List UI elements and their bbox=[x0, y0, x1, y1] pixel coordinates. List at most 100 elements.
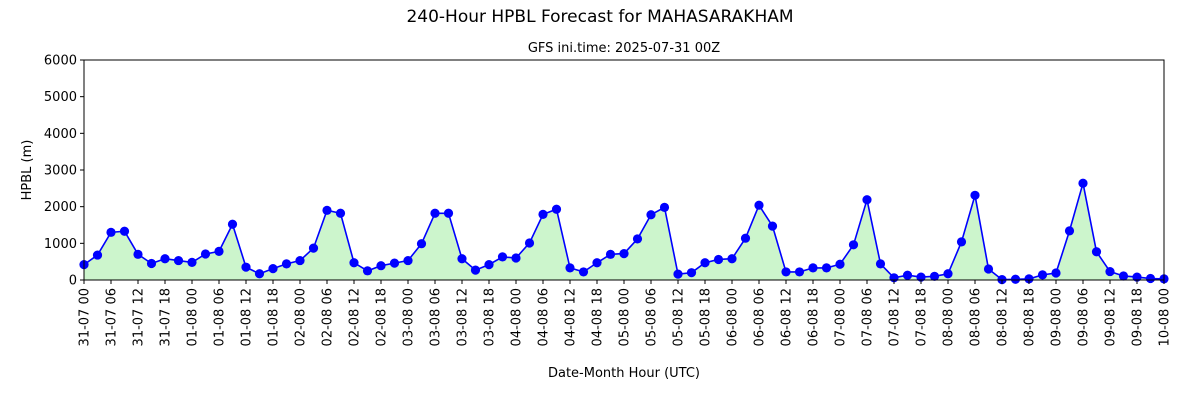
data-point-72 bbox=[1051, 268, 1061, 278]
x-tick-label: 05-08 06 bbox=[645, 288, 660, 346]
data-point-45 bbox=[686, 268, 697, 278]
x-tick-label: 06-08 18 bbox=[807, 288, 822, 346]
x-tick-label: 08-08 18 bbox=[1023, 288, 1038, 346]
x-tick-label: 01-08 06 bbox=[213, 288, 228, 346]
x-tick-label: 06-08 06 bbox=[753, 288, 768, 346]
data-point-32 bbox=[511, 253, 521, 263]
data-point-51 bbox=[767, 221, 778, 231]
y-tick-label: 2000 bbox=[44, 200, 77, 215]
data-point-76 bbox=[1105, 266, 1115, 277]
x-axis-label: Date-Month Hour (UTC) bbox=[548, 366, 700, 381]
data-point-46 bbox=[700, 258, 710, 268]
data-point-1 bbox=[92, 250, 103, 260]
data-point-61 bbox=[902, 270, 913, 280]
x-tick-label: 03-08 00 bbox=[402, 288, 417, 346]
y-tick-label: 4000 bbox=[44, 127, 77, 142]
data-point-15 bbox=[281, 259, 292, 269]
data-point-47 bbox=[713, 254, 724, 265]
x-tick-label: 07-08 12 bbox=[888, 288, 903, 346]
x-tick-label: 10-08 00 bbox=[1158, 288, 1173, 346]
data-point-58 bbox=[862, 195, 872, 205]
data-point-24 bbox=[403, 255, 413, 266]
data-point-9 bbox=[200, 249, 211, 259]
data-point-13 bbox=[254, 269, 265, 279]
data-point-11 bbox=[227, 219, 238, 229]
data-point-73 bbox=[1064, 226, 1075, 236]
data-point-79 bbox=[1145, 273, 1156, 284]
data-point-33 bbox=[524, 238, 535, 248]
data-point-7 bbox=[173, 255, 184, 266]
x-tick-label: 02-08 12 bbox=[348, 288, 363, 346]
data-point-59 bbox=[875, 259, 886, 269]
data-point-52 bbox=[781, 267, 791, 277]
data-point-42 bbox=[646, 210, 656, 220]
x-tick-label: 03-08 12 bbox=[456, 288, 471, 346]
x-tick-label: 31-07 00 bbox=[78, 288, 93, 346]
data-point-30 bbox=[484, 260, 494, 270]
data-point-77 bbox=[1118, 271, 1129, 281]
x-tick-label: 07-08 06 bbox=[861, 288, 876, 346]
x-tick-label: 01-08 00 bbox=[186, 288, 201, 346]
data-point-36 bbox=[565, 263, 575, 273]
x-tick-label: 02-08 00 bbox=[294, 288, 309, 346]
x-tick-label: 03-08 06 bbox=[429, 288, 444, 346]
data-point-12 bbox=[241, 262, 251, 272]
x-tick-label: 09-08 06 bbox=[1077, 288, 1092, 346]
x-tick-label: 05-08 00 bbox=[618, 288, 633, 346]
x-tick-label: 02-08 18 bbox=[375, 288, 390, 346]
x-tick-label: 08-08 00 bbox=[942, 288, 957, 346]
data-point-26 bbox=[430, 208, 440, 218]
x-tick-label: 31-07 06 bbox=[105, 288, 120, 346]
data-point-6 bbox=[160, 254, 170, 264]
x-tick-label: 05-08 18 bbox=[699, 288, 714, 346]
data-point-25 bbox=[416, 239, 427, 249]
data-point-2 bbox=[106, 227, 116, 237]
area-fill bbox=[84, 183, 1164, 280]
data-point-29 bbox=[470, 265, 481, 275]
x-tick-label: 02-08 06 bbox=[321, 288, 336, 346]
x-tick-label: 06-08 12 bbox=[780, 288, 795, 346]
data-point-8 bbox=[187, 257, 197, 267]
x-tick-label: 07-08 18 bbox=[915, 288, 930, 346]
data-point-41 bbox=[632, 234, 643, 244]
data-point-22 bbox=[376, 261, 386, 271]
y-axis: 0 1000 2000 3000 4000 5000 6000 bbox=[44, 54, 84, 289]
data-point-67 bbox=[983, 264, 994, 274]
y-tick-label: 5000 bbox=[44, 90, 77, 105]
data-point-57 bbox=[848, 240, 859, 250]
y-tick-label: 6000 bbox=[44, 54, 77, 69]
y-tick-label: 1000 bbox=[44, 237, 77, 252]
chart-subtitle: GFS ini.time: 2025-07-31 00Z bbox=[528, 41, 720, 56]
data-point-66 bbox=[970, 190, 980, 200]
data-point-27 bbox=[443, 208, 454, 218]
data-point-14 bbox=[268, 264, 278, 274]
data-point-4 bbox=[133, 249, 143, 259]
data-point-54 bbox=[808, 263, 818, 273]
data-point-37 bbox=[578, 267, 589, 277]
data-point-40 bbox=[619, 249, 629, 259]
x-tick-label: 03-08 18 bbox=[483, 288, 498, 346]
data-point-64 bbox=[943, 269, 953, 279]
x-tick-label: 04-08 12 bbox=[564, 288, 579, 346]
data-point-17 bbox=[308, 243, 319, 253]
y-axis-label: HPBL (m) bbox=[20, 140, 35, 201]
data-point-31 bbox=[497, 252, 508, 262]
data-point-28 bbox=[457, 254, 467, 264]
x-tick-label: 04-08 06 bbox=[537, 288, 552, 346]
data-point-62 bbox=[916, 272, 926, 282]
x-tick-label: 01-08 12 bbox=[240, 288, 255, 346]
data-point-48 bbox=[727, 254, 737, 264]
x-tick-label: 04-08 00 bbox=[510, 288, 525, 346]
data-point-69 bbox=[1010, 274, 1021, 284]
data-point-23 bbox=[389, 258, 400, 268]
data-point-20 bbox=[349, 258, 359, 268]
data-point-34 bbox=[538, 209, 548, 219]
data-point-78 bbox=[1132, 272, 1142, 282]
x-tick-label: 31-07 12 bbox=[132, 288, 147, 346]
data-point-63 bbox=[929, 271, 940, 281]
x-tick-label: 04-08 18 bbox=[591, 288, 606, 346]
x-tick-label: 05-08 12 bbox=[672, 288, 687, 346]
x-tick-label: 08-08 12 bbox=[996, 288, 1011, 346]
data-point-18 bbox=[322, 205, 332, 215]
data-point-56 bbox=[835, 259, 845, 269]
